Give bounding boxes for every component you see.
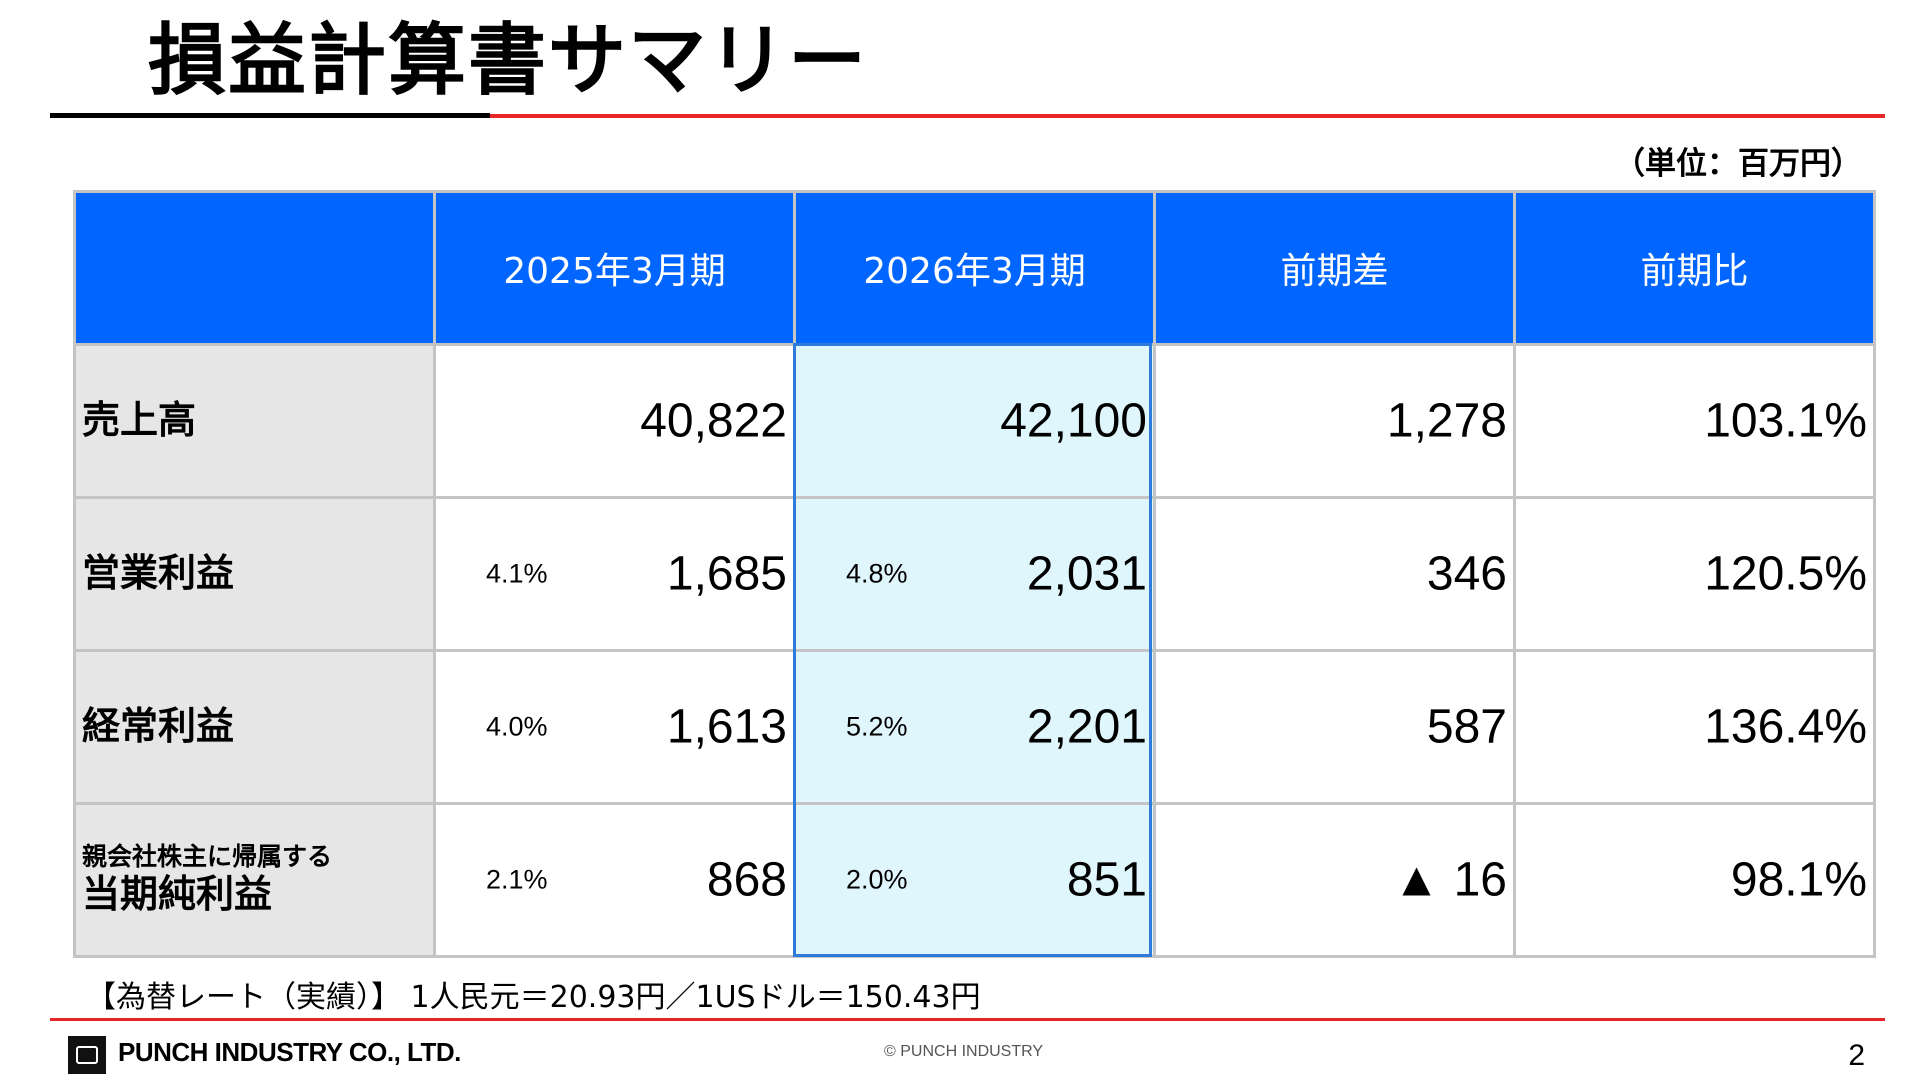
ratio-cell: 98.1% xyxy=(1513,802,1876,958)
ratio-value: 120.5% xyxy=(1704,547,1867,601)
header-diff: 前期差 xyxy=(1153,190,1516,346)
fy2025-value: 40,822 xyxy=(640,394,787,448)
exchange-rate-note: 【為替レート（実績）】 1人民元＝20.93円／1USドル＝150.43円 xyxy=(86,980,981,1015)
fy2026-value: 851 xyxy=(1066,853,1147,907)
row-label: 営業利益 xyxy=(73,496,436,652)
diff-value: ▲ 16 xyxy=(1392,853,1507,907)
table-header-row: 2025年3月期 2026年3月期 前期差 前期比 xyxy=(73,190,1876,346)
table-row: 営業利益 4.1% 1,685 4.8% 2,031 346 120.5% xyxy=(73,496,1876,652)
diff-value: 1,278 xyxy=(1386,394,1507,448)
fy2026-cell: 2.0% 851 xyxy=(793,802,1156,958)
fy2026-margin: 2.0% xyxy=(846,864,908,895)
header-fy2025: 2025年3月期 xyxy=(433,190,796,346)
fy2026-cell: 42,100 xyxy=(793,343,1156,499)
fy2025-value: 868 xyxy=(706,853,787,907)
ratio-cell: 103.1% xyxy=(1513,343,1876,499)
page-number: 2 xyxy=(1848,1039,1865,1072)
diff-value: 587 xyxy=(1426,700,1507,754)
row-label-text: 営業利益 xyxy=(82,551,235,596)
ratio-value: 136.4% xyxy=(1704,700,1867,754)
row-label-subtext: 親会社株主に帰属する xyxy=(82,842,333,872)
ratio-value: 103.1% xyxy=(1704,394,1867,448)
punch-logo-icon xyxy=(68,1036,106,1074)
fy2026-margin: 5.2% xyxy=(846,711,908,742)
row-label-text: 当期純利益 xyxy=(82,872,273,917)
row-label-text: 経常利益 xyxy=(82,704,235,749)
diff-cell: 587 xyxy=(1153,649,1516,805)
table-row: 親会社株主に帰属する 当期純利益 2.1% 868 2.0% 851 ▲ 16 98.… xyxy=(73,802,1876,958)
diff-cell: 346 xyxy=(1153,496,1516,652)
ratio-cell: 136.4% xyxy=(1513,649,1876,805)
header-ratio: 前期比 xyxy=(1513,190,1876,346)
diff-value: 346 xyxy=(1426,547,1507,601)
unit-label: （単位：百万円） xyxy=(1614,146,1862,182)
header-fy2026: 2026年3月期 xyxy=(793,190,1156,346)
fy2025-margin: 2.1% xyxy=(486,864,548,895)
fy2025-cell: 4.0% 1,613 xyxy=(433,649,796,805)
fy2026-cell: 5.2% 2,201 xyxy=(793,649,1156,805)
fy2025-margin: 4.0% xyxy=(486,711,548,742)
ratio-value: 98.1% xyxy=(1730,853,1867,907)
footer-rule xyxy=(50,1018,1885,1021)
pl-summary-table: 2025年3月期 2026年3月期 前期差 前期比 売上高 40,822 42,… xyxy=(73,190,1876,958)
table-row: 経常利益 4.0% 1,613 5.2% 2,201 587 136.4% xyxy=(73,649,1876,805)
fy2026-cell: 4.8% 2,031 xyxy=(793,496,1156,652)
row-label: 親会社株主に帰属する 当期純利益 xyxy=(73,802,436,958)
fy2026-value: 42,100 xyxy=(1000,394,1147,448)
fy2025-value: 1,685 xyxy=(666,547,787,601)
company-name: PUNCH INDUSTRY CO., LTD. xyxy=(118,1037,461,1067)
fy2025-cell: 4.1% 1,685 xyxy=(433,496,796,652)
fy2025-margin: 4.1% xyxy=(486,558,548,589)
row-label: 売上高 xyxy=(73,343,436,499)
diff-cell: 1,278 xyxy=(1153,343,1516,499)
diff-cell: ▲ 16 xyxy=(1153,802,1516,958)
fy2025-value: 1,613 xyxy=(666,700,787,754)
title-underline-red xyxy=(490,114,1885,118)
fy2026-value: 2,201 xyxy=(1026,700,1147,754)
fy2025-cell: 2.1% 868 xyxy=(433,802,796,958)
page-title: 損益計算書サマリー xyxy=(148,16,869,106)
ratio-cell: 120.5% xyxy=(1513,496,1876,652)
row-label: 経常利益 xyxy=(73,649,436,805)
title-underline-black xyxy=(50,113,490,118)
copyright: © PUNCH INDUSTRY xyxy=(884,1043,1044,1060)
fy2026-margin: 4.8% xyxy=(846,558,908,589)
header-blank xyxy=(73,190,436,346)
row-label-text: 売上高 xyxy=(82,398,197,443)
table-row: 売上高 40,822 42,100 1,278 103.1% xyxy=(73,343,1876,499)
fy2026-value: 2,031 xyxy=(1026,547,1147,601)
fy2025-cell: 40,822 xyxy=(433,343,796,499)
